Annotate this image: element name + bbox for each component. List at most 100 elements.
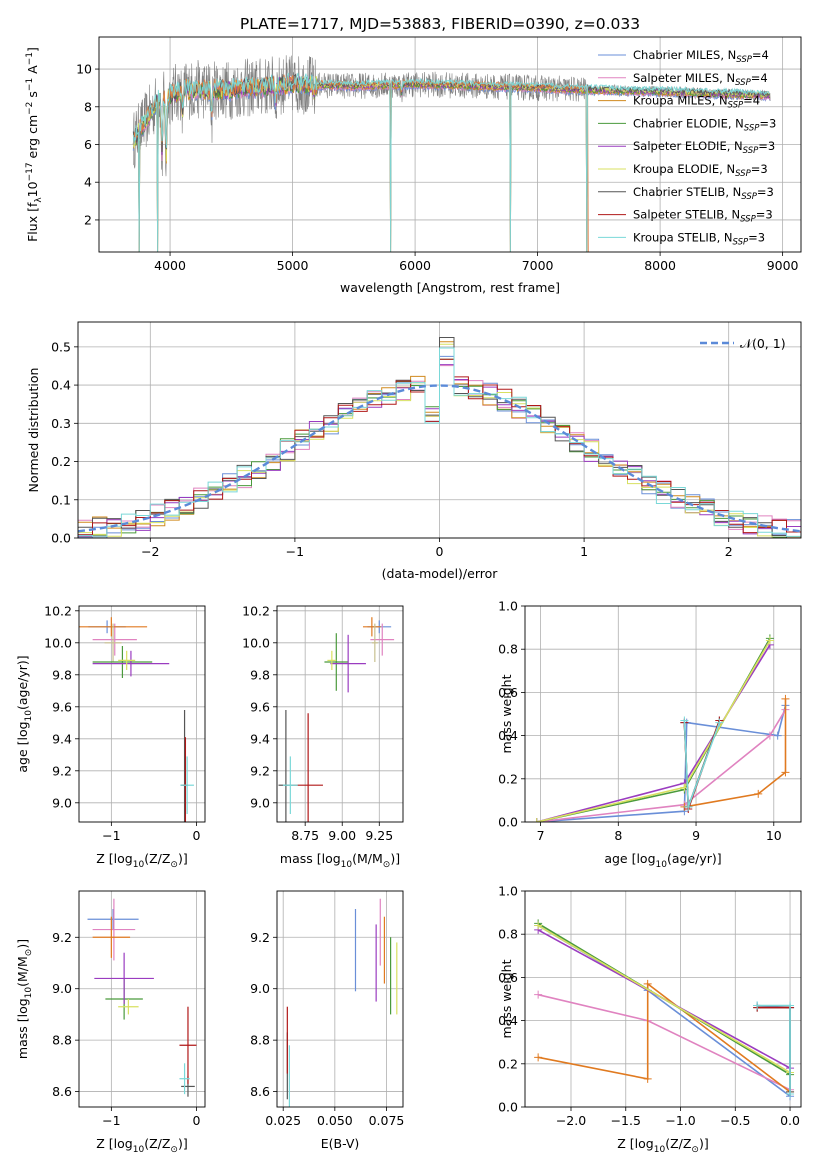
legend-sub: SSP: [740, 215, 756, 225]
y-tick-label: 0.0: [498, 1100, 518, 1115]
x-tick-label: −1: [286, 544, 304, 559]
label-part: −1: [25, 52, 35, 65]
grid: [277, 606, 403, 822]
label-part: age [log: [15, 721, 30, 772]
label-part: −1: [25, 78, 35, 91]
figure-title: PLATE=1717, MJD=53883, FIBERID=0390, z=0…: [240, 15, 640, 33]
legend-entry: Salpeter MILES, NSSP=4: [633, 71, 768, 88]
xlabel-label: Z [log10(Z/Z⊙)]: [617, 1136, 708, 1155]
x-tick-label: 2: [725, 544, 733, 559]
legend-suffix: =4: [743, 94, 760, 108]
label-part: )]: [699, 1136, 709, 1151]
axes-frame: [276, 605, 404, 823]
x-axis-label: E(B-V): [321, 1136, 360, 1151]
y-tick-label: 0.5: [51, 339, 71, 354]
label-part: 10: [133, 1145, 145, 1155]
series-line: [684, 698, 787, 808]
series-marker: [532, 818, 541, 822]
y-axis-label: mass weight: [499, 674, 514, 753]
plot-area: [277, 891, 403, 1107]
grid: [277, 891, 403, 1107]
legend-text: Salpeter MILES, N: [633, 71, 735, 85]
ylabel-label: age [log10(age/yr)]: [15, 655, 34, 772]
series-marker: [753, 1001, 762, 1010]
x-tick-label: −2.0: [556, 1113, 586, 1128]
y-tick-label: 0.4: [498, 728, 518, 743]
plot-area: [79, 606, 205, 822]
label-part: s: [25, 91, 40, 102]
y-tick-label: 9.0: [250, 795, 270, 810]
ylabel-label: mass [log10(M/M⊙)]: [15, 939, 34, 1059]
y-tick-label: 8: [84, 99, 92, 114]
label-part: 10: [24, 710, 34, 722]
label-part: 10: [656, 860, 668, 870]
data-point: [87, 909, 139, 930]
legend-entry: Kroupa MILES, NSSP=4: [633, 94, 760, 111]
legend-sub: SSP: [728, 101, 744, 111]
y-tick-label: 9.2: [250, 930, 270, 945]
label-part: Flux [f: [25, 202, 40, 242]
legend-sub: SSP: [735, 169, 751, 179]
data-point: [92, 623, 137, 656]
axes-frame: [98, 36, 802, 253]
y-tick-label: 0.0: [498, 815, 518, 830]
label-part: Z [log: [617, 1136, 653, 1151]
y-tick-label: 9.6: [52, 699, 72, 714]
data-point: [118, 650, 136, 670]
label-part: −2: [25, 102, 35, 115]
series-marker: [781, 694, 790, 703]
legend-suffix: =3: [757, 185, 774, 199]
series-marker: [643, 979, 652, 988]
data-point: [179, 1006, 197, 1084]
legend-text: Chabrier ELODIE, N: [633, 116, 744, 130]
y-tick-label: 1.0: [498, 884, 518, 899]
legend-entry: Salpeter STELIB, NSSP=3: [633, 208, 773, 225]
histogram-series: [78, 347, 801, 538]
x-tick-label: 0: [436, 544, 444, 559]
axes-frame: [78, 890, 206, 1108]
normal-curve: [78, 384, 801, 533]
plot-layer: [534, 919, 795, 1101]
plot-layer: [78, 337, 801, 538]
label-part: )]: [178, 1136, 188, 1151]
y-tick-label: 9.0: [52, 795, 72, 810]
y-tick-label: 4: [84, 175, 92, 190]
series-marker: [715, 718, 724, 727]
axes-frame: [77, 321, 802, 539]
legend-suffix: =4: [751, 71, 768, 85]
data-point: [327, 650, 337, 670]
residual-histogram-axes: −2 −1 0 1 2 0.0 0.1 0.2 0.3 0.4 0.5 (data-model)/er…: [26, 321, 802, 581]
label-part: −17: [25, 162, 35, 181]
data-point: [330, 634, 366, 693]
plot-area: [277, 606, 403, 822]
series-marker: [765, 636, 774, 645]
model-spectrum: [132, 72, 771, 252]
y-tick-label: 0.8: [498, 927, 518, 942]
y-tick-label: 0.4: [498, 1013, 518, 1028]
x-tick-label: 5000: [277, 258, 309, 273]
y-tick-label: 0.2: [498, 1056, 518, 1071]
label-part: )]: [390, 851, 400, 866]
plot-layer: [286, 898, 398, 1107]
legend-suffix: =3: [759, 116, 776, 130]
legend-entry: Chabrier STELIB, NSSP=3: [633, 185, 774, 202]
y-tick-label: 10.0: [44, 635, 72, 650]
y-tick-label: 2: [84, 212, 92, 227]
plot-layer: [278, 617, 395, 822]
plot-layer: [79, 617, 194, 822]
x-tick-label: 0.050: [317, 1113, 353, 1128]
x-tick-label: −1: [102, 828, 120, 843]
label-part: mass [log: [15, 998, 30, 1059]
y-tick-label: 10.2: [242, 603, 270, 618]
axes-frame: [524, 605, 802, 823]
y-tick-label: 6: [84, 137, 92, 152]
legend-suffix: =3: [748, 230, 765, 244]
x-tick-label: −0.5: [720, 1113, 750, 1128]
xlabel-label: Z [log10(Z/Z⊙)]: [96, 851, 187, 870]
label-part: ⊙: [383, 860, 391, 870]
label-part: 10: [24, 987, 34, 999]
x-tick-label: 7000: [522, 258, 554, 273]
legend-text: Chabrier STELIB, N: [633, 185, 741, 199]
x-axis-label: (data-model)/error: [382, 566, 499, 581]
